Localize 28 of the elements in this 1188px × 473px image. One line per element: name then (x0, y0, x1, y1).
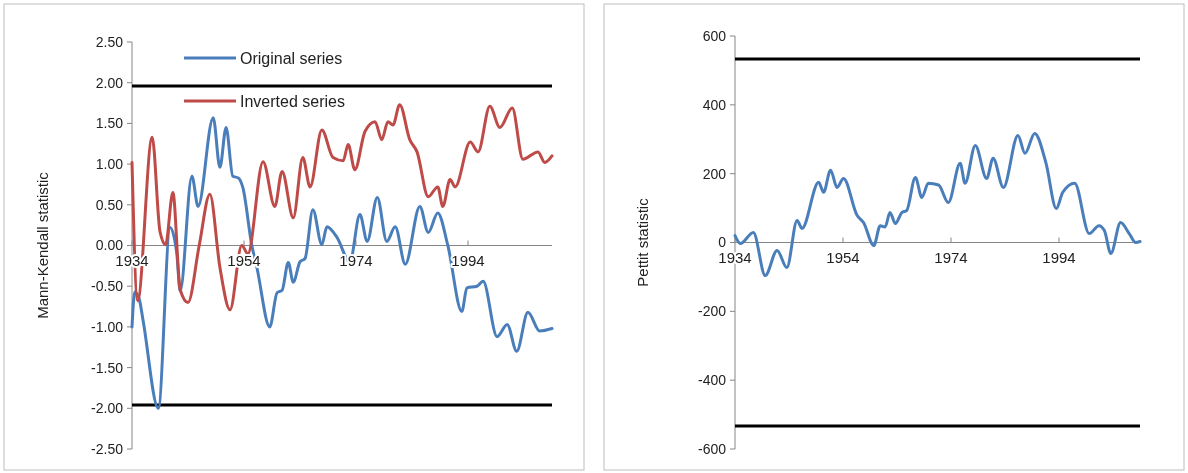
x-tick-label: 1994 (1042, 248, 1076, 266)
y-tick-label: -1.50 (91, 359, 124, 376)
y-tick-label: -2.00 (91, 400, 124, 417)
y-tick-label: 200 (702, 165, 727, 182)
y-axis-title: Pettit statistic (634, 197, 651, 287)
x-tick-label: 1974 (339, 251, 373, 269)
y-tick-label: 0.00 (95, 237, 124, 254)
y-tick-label: 2.50 (95, 33, 124, 50)
y-tick-label: -600 (697, 440, 727, 457)
y-tick-label: 1.50 (95, 115, 124, 132)
y-tick-label: 2.00 (95, 74, 124, 91)
x-tick-label: 1934 (718, 248, 752, 266)
x-tick-label: 1954 (826, 248, 860, 266)
y-tick-label: 0 (718, 234, 727, 251)
y-tick-label: 0.50 (95, 196, 124, 213)
y-tick-label: -400 (697, 372, 727, 389)
legend-label: Inverted series (240, 92, 345, 110)
y-tick-label: -2.50 (91, 440, 124, 457)
y-tick-label: -1.00 (91, 318, 124, 335)
x-tick-label: 1974 (934, 248, 968, 266)
x-tick-label: 1994 (451, 251, 485, 269)
legend-label: Original series (240, 49, 343, 67)
y-tick-label: 400 (702, 96, 727, 113)
y-tick-label: 600 (702, 27, 727, 44)
y-axis-title: Mann-Kendall statistic (34, 171, 51, 319)
y-tick-label: 1.00 (95, 156, 124, 172)
y-tick-label: -0.50 (91, 278, 124, 295)
y-tick-label: -200 (697, 303, 727, 320)
